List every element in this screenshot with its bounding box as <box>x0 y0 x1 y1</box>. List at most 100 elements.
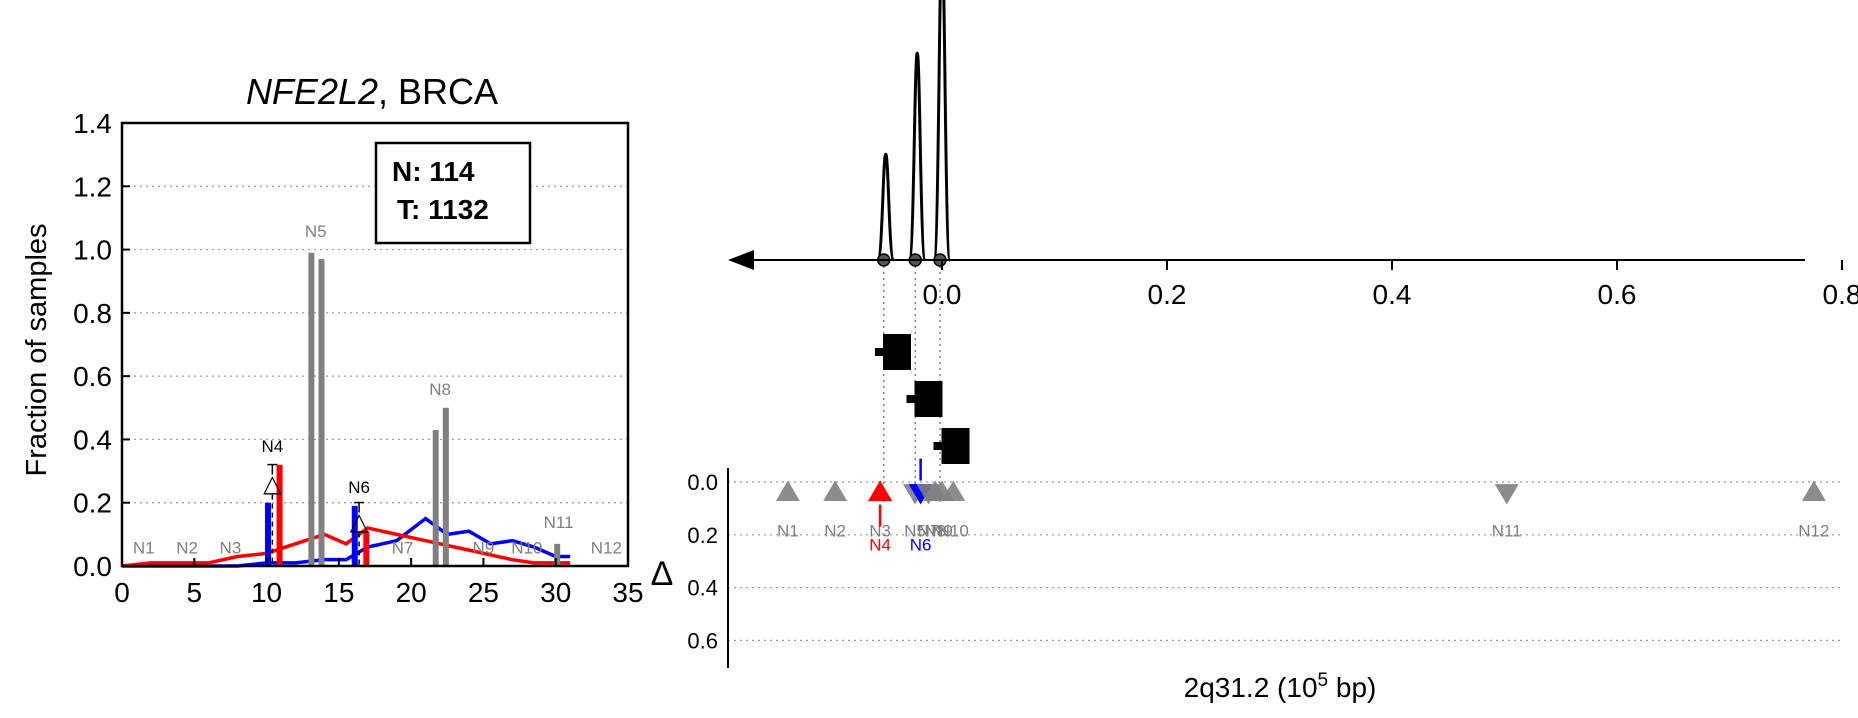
legend-t-count: T: 1132 <box>397 194 489 225</box>
left-x-tick-label: 15 <box>323 577 354 608</box>
left-y-tick-label: 0.0 <box>73 551 112 582</box>
legend-box <box>374 141 532 245</box>
left-x-tick-label: 0 <box>114 577 130 608</box>
right-peak-curves <box>876 0 952 267</box>
red-bar <box>276 464 283 566</box>
left-y-tick-label: 1.2 <box>73 171 112 202</box>
right-gridlines <box>728 481 1840 642</box>
peak-label: N11 <box>544 513 574 532</box>
peak-label: N9 <box>473 538 495 557</box>
box-marker <box>914 381 943 417</box>
delta-marker-label: N6 <box>910 536 932 555</box>
blue-bar <box>265 502 272 566</box>
right-y-tick-label: 0.4 <box>687 576 718 601</box>
peak-label: N1 <box>133 538 155 557</box>
delta-marker-label: N4 <box>869 536 891 555</box>
right-x-axis-label: 2q31.2 (105 bp) <box>1184 670 1377 703</box>
delta-marker-label: N11 <box>1492 522 1522 541</box>
left-y-tick-label: 0.6 <box>73 361 112 392</box>
left-x-tick-label: 20 <box>396 577 427 608</box>
gray-bar <box>442 407 449 566</box>
delta-marker-label: N2 <box>824 522 846 541</box>
delta-marker <box>823 480 848 501</box>
left-y-axis-label: Fraction of samples <box>21 223 53 476</box>
delta-marker <box>1494 484 1519 505</box>
delta-marker-label: N8 <box>924 522 946 541</box>
right-y-axis-label: Δ <box>651 555 674 593</box>
right-y-tick-label: 0.6 <box>687 628 718 653</box>
peak-label: N10 <box>511 538 542 557</box>
right-y-ticks: 0.0 0.2 0.4 0.6 <box>687 468 729 668</box>
right-x-tick-label: 0.8 <box>1823 279 1858 310</box>
box-marker <box>883 334 911 370</box>
box-marker-whisker <box>933 442 944 450</box>
delta-marker-label: N9 <box>931 522 953 541</box>
box-marker-whisker <box>875 348 885 356</box>
gray-bar <box>308 252 315 566</box>
peak-curve <box>907 51 927 262</box>
delta-symbol: △ <box>263 471 282 498</box>
delta-marker <box>868 480 893 501</box>
right-x-tick-label: 0.2 <box>1148 279 1187 310</box>
left-x-tick-label: 35 <box>612 577 643 608</box>
delta-marker-label: N1 <box>777 522 799 541</box>
delta-marker-label: N5 <box>904 522 926 541</box>
xlabel-tail: bp) <box>1328 672 1376 703</box>
left-ticks: 0.0 0.2 0.4 0.6 0.8 1.0 1.2 1.4 0 5 10 15 20 25 30 35 <box>73 108 644 608</box>
peak-label: N4 <box>261 437 283 456</box>
delta-marker-label: N3 <box>869 522 891 541</box>
left-x-tick-label: 25 <box>468 577 499 608</box>
peak-curve <box>932 0 952 262</box>
peak-label: N3 <box>220 538 242 557</box>
peak-label: N6 <box>348 478 370 497</box>
peak-label: N5 <box>305 222 327 241</box>
box-marker-whisker <box>906 395 917 403</box>
blue-bar <box>351 505 358 566</box>
left-plot-frame <box>120 121 630 568</box>
right-coordinate-axis: 0.0 0.2 0.4 0.6 0.8 <box>728 250 1858 310</box>
xlabel-exponent: 5 <box>1318 670 1329 691</box>
peak-label: N7 <box>392 538 414 557</box>
delta-marker <box>1801 480 1826 501</box>
left-y-tick-label: 0.4 <box>73 424 112 455</box>
left-chart-title: NFE2L2, BRCA <box>246 71 498 112</box>
peak-curve <box>876 152 896 262</box>
title-rest: , BRCA <box>378 71 498 112</box>
left-x-tick-label: 30 <box>540 577 571 608</box>
left-x-tick-label: 10 <box>251 577 282 608</box>
right-x-tick-label: 0.0 <box>923 279 962 310</box>
right-x-tick-label: 0.6 <box>1598 279 1637 310</box>
right-y-tick-label: 0.2 <box>687 523 718 548</box>
xlabel-base: 2q31.2 (10 <box>1184 672 1318 703</box>
delta-marker-label: N12 <box>1798 522 1829 541</box>
right-x-tick-label: 0.4 <box>1373 279 1412 310</box>
delta-marker-label: N10 <box>938 522 969 541</box>
red-bar <box>363 531 370 566</box>
delta-marker <box>775 480 800 501</box>
right-box-markers <box>875 334 970 464</box>
right-y-tick-label: 0.0 <box>687 470 718 495</box>
title-gene: NFE2L2 <box>246 71 378 112</box>
axis-arrowhead <box>728 250 754 270</box>
gray-bar <box>318 259 325 566</box>
left-bars: △△ <box>263 252 561 566</box>
legend-n-count: N: 114 <box>392 156 475 187</box>
left-y-tick-label: 0.8 <box>73 298 112 329</box>
delta-symbol: △ <box>350 509 369 536</box>
left-x-tick-label: 5 <box>186 577 202 608</box>
gray-bar <box>554 543 561 566</box>
left-y-tick-label: 0.2 <box>73 488 112 519</box>
left-y-tick-label: 1.0 <box>73 235 112 266</box>
delta-marker <box>941 480 966 501</box>
gray-bar <box>432 429 439 566</box>
left-y-tick-label: 1.4 <box>73 108 112 139</box>
delta-marker-label: N7 <box>918 522 940 541</box>
peak-label: N12 <box>591 538 622 557</box>
peak-label: N2 <box>176 538 198 557</box>
peak-label: N8 <box>429 380 451 399</box>
